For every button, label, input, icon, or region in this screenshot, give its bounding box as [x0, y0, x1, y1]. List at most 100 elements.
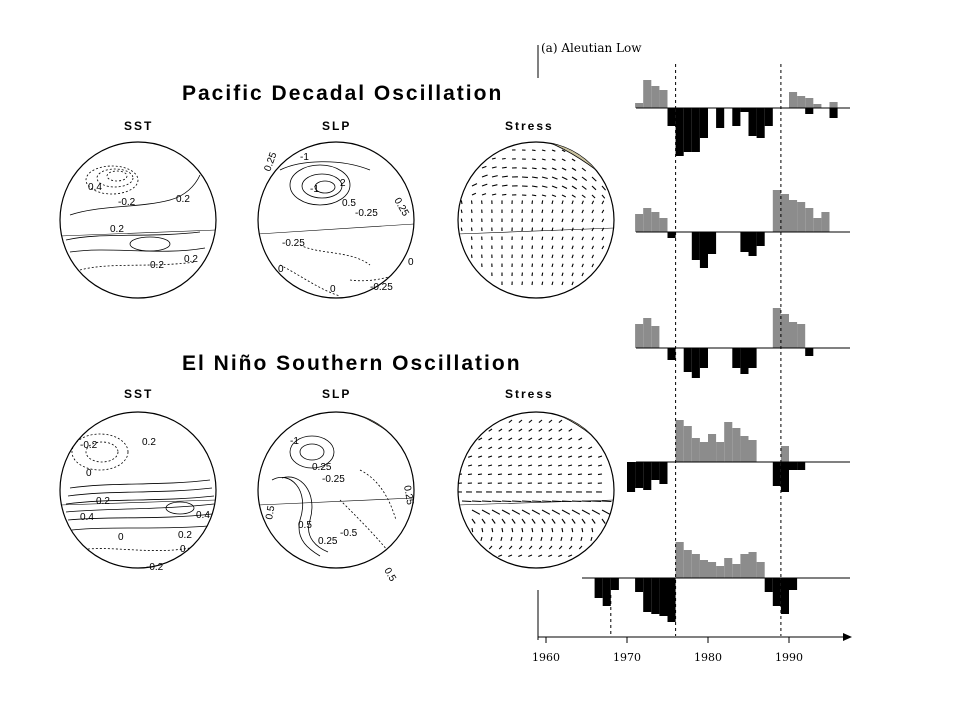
stress-vector: [541, 254, 544, 259]
stress-vector: [588, 455, 593, 458]
stress-vector: [571, 218, 574, 223]
ts-bar-positive: [635, 214, 644, 232]
stress-vector: [597, 464, 603, 467]
ts-bar-positive: [780, 446, 789, 462]
ts-bar-negative: [805, 108, 814, 114]
stress-vector: [558, 554, 563, 558]
stress-vector: [571, 527, 574, 533]
stress-vector: [551, 500, 562, 503]
ts-bar-positive: [789, 322, 798, 348]
stress-vector: [521, 527, 524, 533]
stress-vector: [501, 166, 507, 169]
stress-vector: [561, 254, 564, 259]
ts-bar-negative: [716, 108, 725, 128]
stress-vector: [521, 509, 531, 515]
stress-vector: [498, 554, 503, 558]
ts-bar-positive: [780, 194, 789, 232]
stress-vector: [561, 509, 571, 515]
stress-vector: [498, 455, 503, 458]
ts-bar-negative: [764, 108, 773, 126]
stress-vector: [518, 446, 523, 450]
ts-bar-positive: [699, 560, 708, 578]
pdo-slp-globe: 0.25 -1 -1 2 0.5 -0.25 0.25 -0.25 -0.25 …: [257, 141, 415, 299]
ts-bar-negative: [651, 462, 660, 480]
ts-bar-positive: [683, 426, 692, 462]
stress-vector: [508, 545, 513, 550]
ts-bar-negative: [699, 108, 708, 138]
svg-text:0: 0: [86, 468, 92, 479]
stress-vector: [591, 518, 596, 524]
svg-text:0.2: 0.2: [178, 530, 192, 541]
stress-vector: [528, 437, 533, 441]
ts-bar-negative: [643, 462, 652, 490]
pdo-title: Pacific Decadal Oscillation: [182, 82, 504, 105]
stress-vector: [500, 536, 503, 541]
ts-bar-positive: [651, 86, 660, 108]
ts-tick-label: 1990: [775, 651, 803, 664]
stress-vector: [551, 149, 556, 152]
ts-tick-label: 1970: [613, 651, 641, 664]
svg-text:-0.2: -0.2: [80, 440, 98, 451]
ts-bar-negative: [667, 578, 676, 622]
stress-vector: [591, 185, 597, 191]
ts-bar-negative: [740, 232, 749, 252]
stress-vector: [491, 166, 497, 169]
svg-text:0.2: 0.2: [110, 224, 124, 235]
stress-vector: [508, 428, 513, 432]
stress-vector: [541, 200, 544, 205]
stress-vector: [481, 193, 487, 196]
stress-vector: [541, 209, 544, 214]
stress-vector: [501, 157, 506, 160]
ts-bar-negative: [602, 578, 611, 606]
stress-vector: [531, 176, 538, 179]
stress-vector: [558, 437, 563, 441]
stress-vector: [571, 245, 574, 250]
stress-vector: [571, 185, 577, 190]
stress-vector: [531, 236, 534, 241]
stress-vector: [538, 419, 543, 424]
stress-vector: [498, 545, 503, 550]
stress-vector: [528, 455, 533, 458]
stress-vector: [460, 209, 463, 214]
ts-bar-negative: [659, 462, 668, 484]
stress-vector: [601, 200, 605, 205]
stress-vector: [471, 509, 481, 515]
stress-vector: [571, 518, 576, 524]
stress-vector: [531, 509, 541, 515]
ts-bar-positive: [789, 92, 798, 108]
ts-bar-negative: [748, 108, 757, 136]
svg-text:0: 0: [330, 284, 336, 295]
stress-vector: [570, 536, 573, 541]
ts-bar-negative: [635, 578, 644, 592]
stress-vector: [491, 157, 496, 160]
stress-vector: [541, 263, 544, 268]
stress-vector: [548, 437, 553, 441]
pdo-stress-label: Stress: [505, 119, 554, 133]
stress-vector: [551, 200, 554, 205]
ts-bar-positive: [797, 324, 806, 348]
enso-title: El Niño Southern Oscillation: [182, 352, 522, 375]
svg-text:-0.25: -0.25: [370, 282, 393, 293]
stress-vector: [541, 272, 544, 277]
stress-vector: [577, 464, 583, 467]
stress-vector: [538, 446, 543, 450]
stress-vector: [518, 554, 523, 558]
svg-text:0.2: 0.2: [150, 260, 164, 271]
stress-vector: [537, 473, 543, 476]
stress-vector: [491, 518, 496, 524]
ts-bar-positive: [732, 428, 741, 462]
stress-vector: [601, 518, 606, 524]
stress-vector: [531, 227, 534, 232]
stress-vector: [547, 473, 553, 476]
stress-vector: [591, 194, 596, 199]
stress-vector: [470, 236, 473, 241]
stress-vector: [511, 518, 516, 524]
stress-vector: [601, 194, 606, 199]
stress-vector: [460, 200, 463, 205]
stress-vector: [561, 527, 564, 533]
stress-vector: [491, 500, 502, 503]
ts-bar-positive: [651, 212, 660, 232]
stress-vector: [501, 509, 511, 515]
ts-bar-negative: [667, 348, 676, 360]
stress-vector: [581, 245, 584, 250]
